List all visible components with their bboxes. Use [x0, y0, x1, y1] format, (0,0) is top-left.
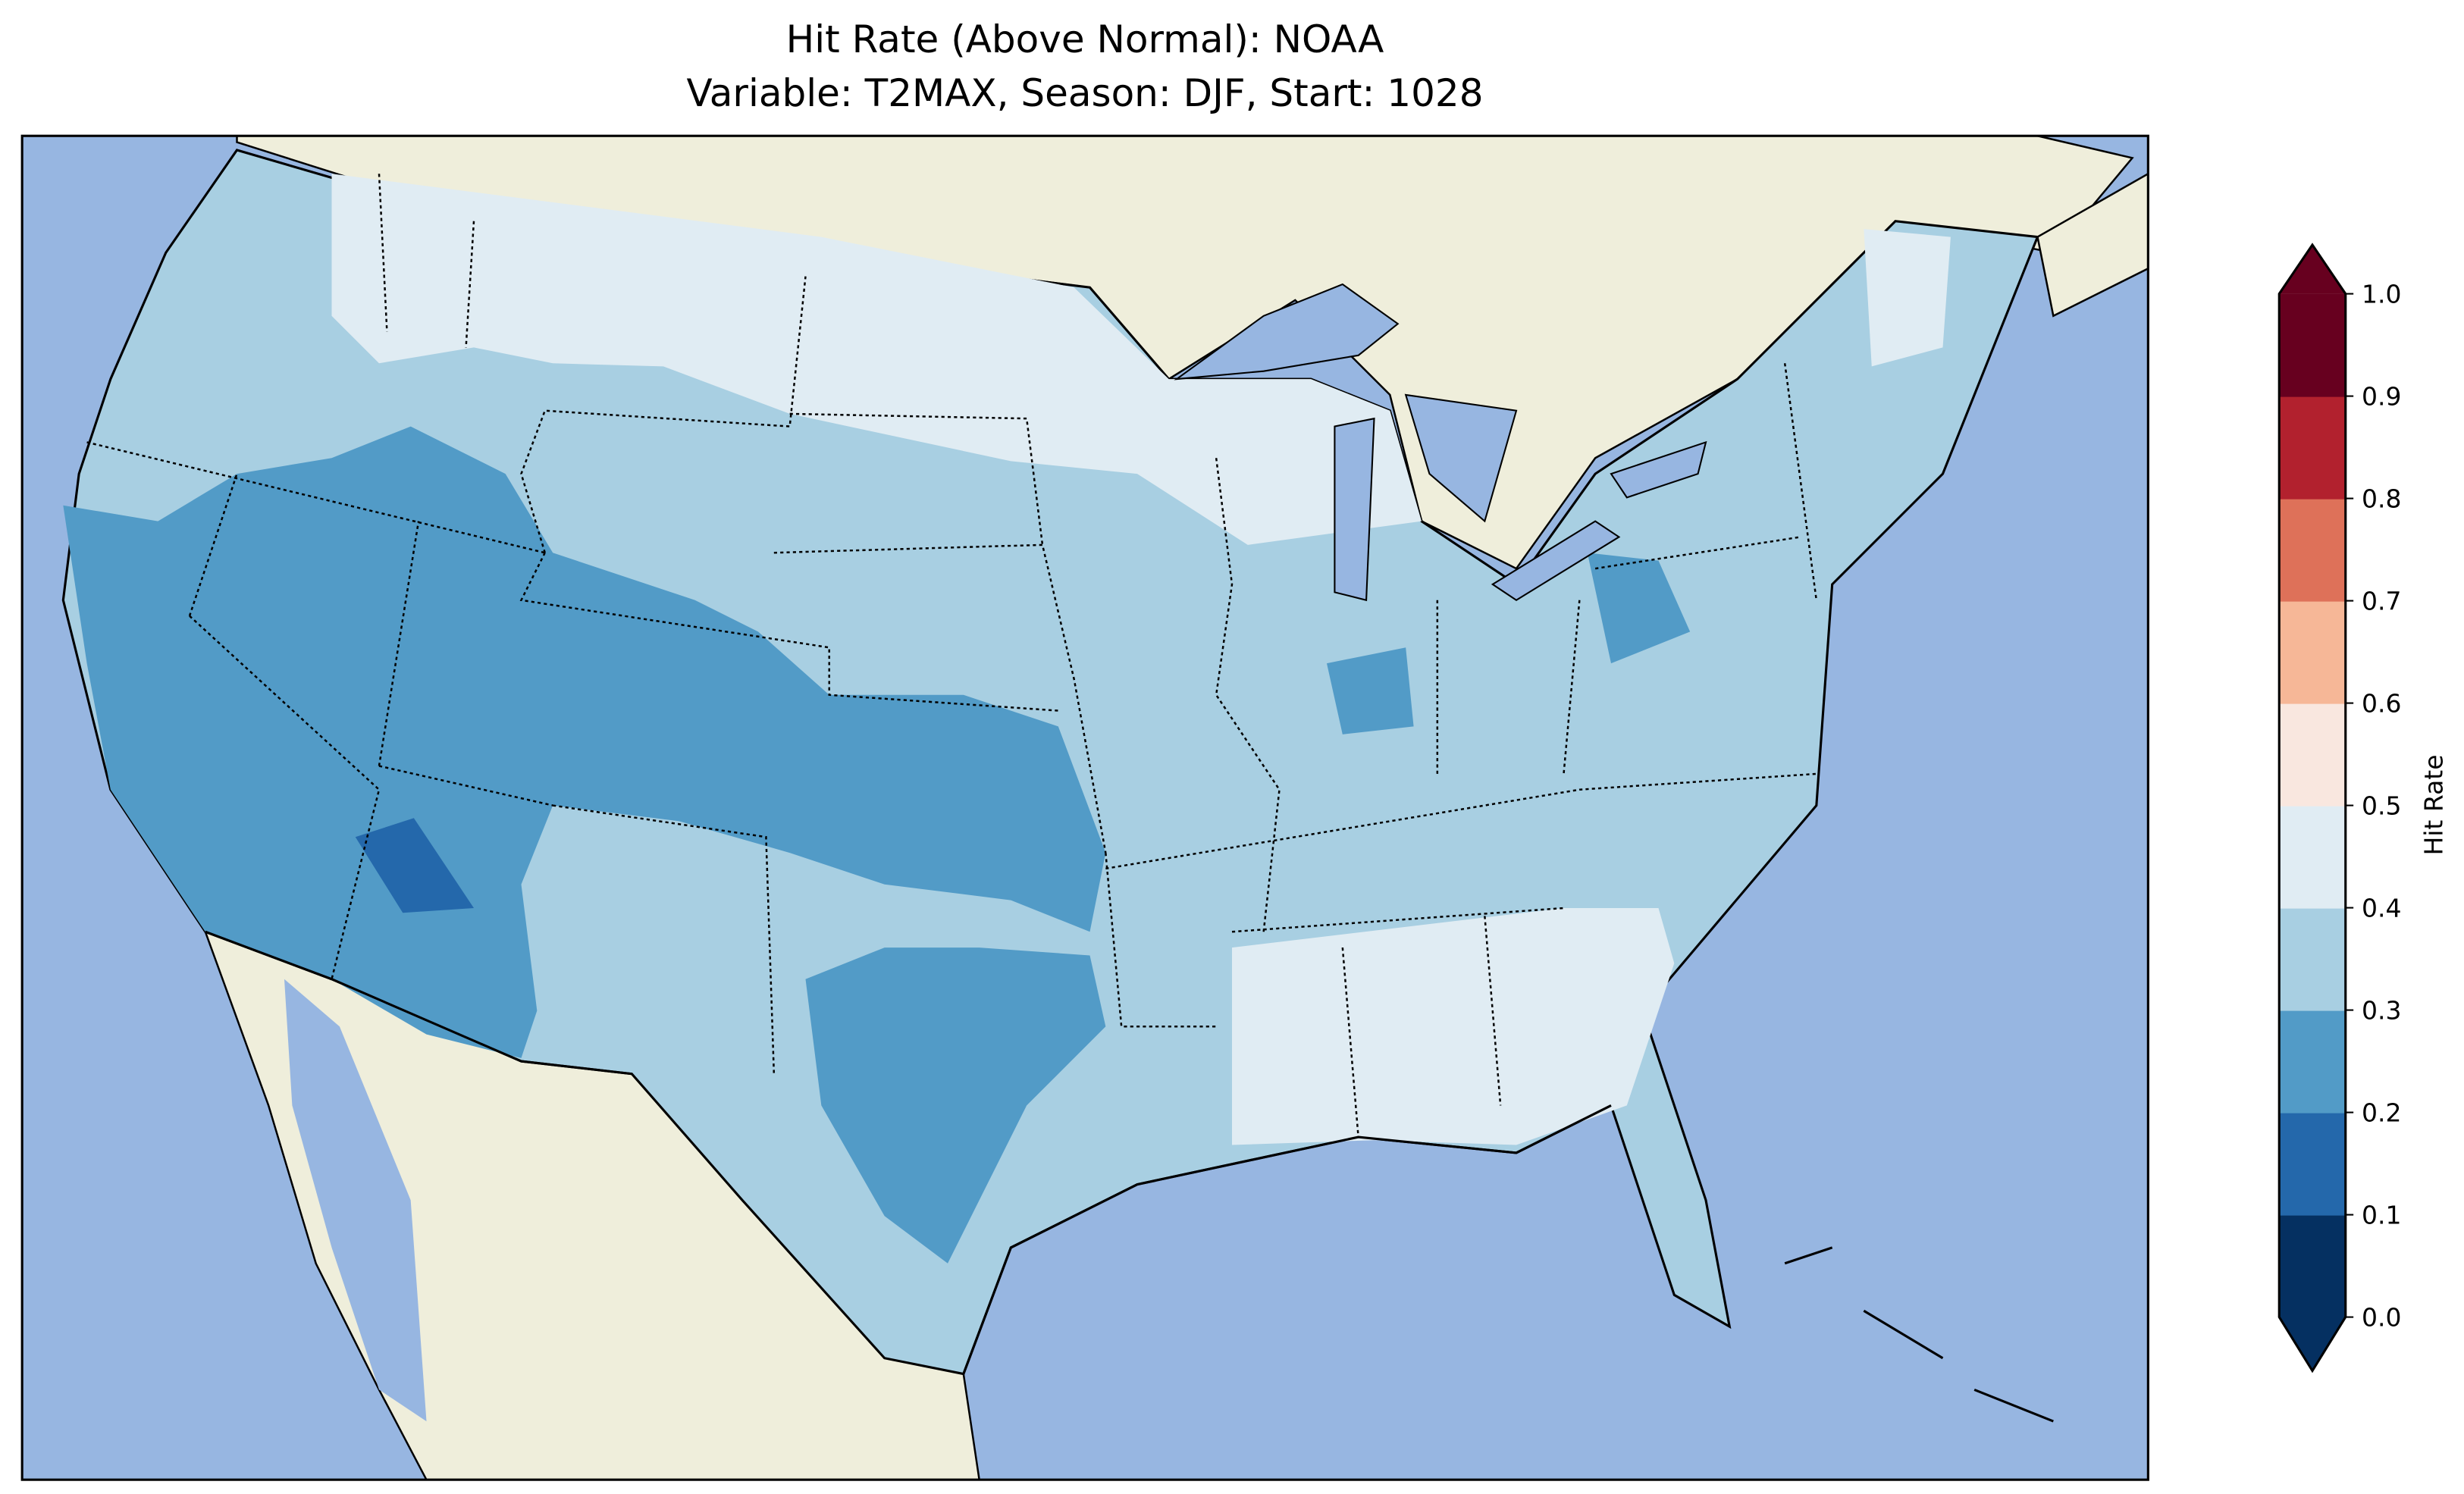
region-maine-light — [1864, 229, 1951, 367]
ne-canada-land — [2036, 172, 2149, 318]
colorbar-tick-label: 0.1 — [2362, 1200, 2402, 1229]
colorbar-tick-label: 0.4 — [2362, 893, 2402, 922]
coastlines — [205, 930, 2054, 1423]
colorbar-label: Hit Rate — [2419, 754, 2449, 856]
colorbar-tick-label: 0.8 — [2362, 484, 2402, 513]
colorbar-bin — [2279, 396, 2346, 500]
colorbar-bin — [2279, 600, 2346, 704]
colorbar-tick-label: 0.0 — [2362, 1302, 2402, 1332]
region-arizona-darkest — [355, 818, 474, 913]
region-north-light — [331, 174, 1422, 545]
colorbar-bin — [2279, 293, 2346, 397]
colorbar-tick-label: 0.6 — [2362, 688, 2402, 718]
colorbar-bin — [2279, 1112, 2346, 1216]
colorbar-tick-label: 1.0 — [2362, 279, 2402, 309]
gulf-of-california — [284, 979, 427, 1422]
colorbar-bin — [2279, 703, 2346, 807]
region-west-dark — [63, 426, 1106, 1058]
colorbar-bin — [2279, 805, 2346, 909]
colorbar-tick-label: 0.5 — [2362, 791, 2402, 820]
great-lakes — [1174, 283, 1707, 602]
colorbar-bin — [2279, 907, 2346, 1011]
colorbar-tick-label: 0.7 — [2362, 586, 2402, 615]
colorbar-extend-max — [2279, 245, 2346, 294]
colorbar-tick-label: 0.3 — [2362, 995, 2402, 1025]
colorbar-tick-label: 0.9 — [2362, 381, 2402, 411]
map-frame — [20, 134, 2149, 1481]
region-texas-dark — [805, 947, 1106, 1264]
region-southeast-light — [1232, 908, 1675, 1145]
chart-title: Hit Rate (Above Normal): NOAA — [785, 17, 1384, 61]
colorbar-tick-label: 0.2 — [2362, 1098, 2402, 1127]
region-indiana-dark — [1327, 647, 1414, 734]
colorbar — [2277, 243, 2354, 1373]
colorbar-extend-min — [2279, 1317, 2346, 1371]
chart-subtitle: Variable: T2MAX, Season: DJF, Start: 102… — [686, 71, 1484, 115]
state-borders — [86, 174, 1818, 1138]
colorbar-bin — [2279, 498, 2346, 602]
colorbar-bin — [2279, 1010, 2346, 1113]
region-pa-dark — [1587, 553, 1691, 664]
colorbar-bin — [2279, 1214, 2346, 1318]
